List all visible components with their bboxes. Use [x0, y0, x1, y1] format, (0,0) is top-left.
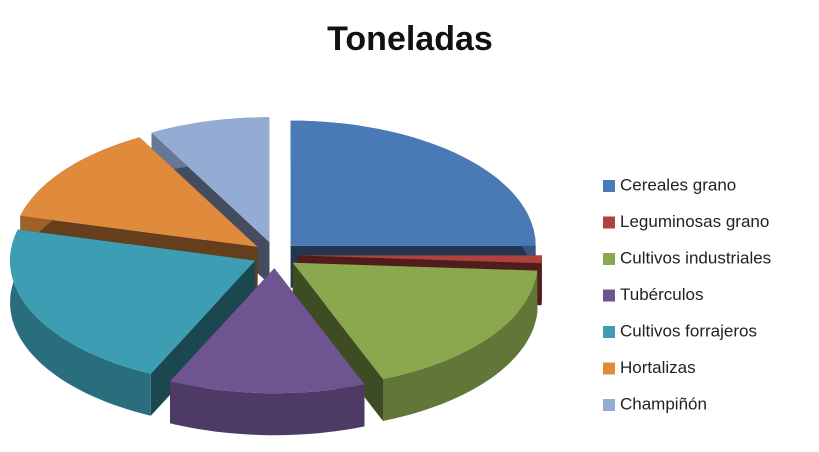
legend-swatch — [603, 289, 615, 302]
legend-label: Hortalizas — [620, 358, 696, 377]
legend-swatch — [603, 326, 615, 338]
slice-side — [170, 381, 365, 436]
legend-swatch — [603, 399, 615, 411]
legend-label: Cereales grano — [620, 175, 736, 194]
legend-swatch — [603, 180, 615, 192]
slice-top — [10, 229, 256, 374]
legend-swatch — [603, 216, 615, 229]
legend-label: Cultivos forrajeros — [620, 321, 757, 340]
slice — [292, 262, 538, 421]
legend-label: Cultivos industriales — [620, 248, 771, 267]
legend-label: Champiñón — [620, 394, 707, 413]
slice-top — [151, 117, 270, 243]
legend-label: Leguminosas grano — [620, 212, 769, 231]
slice-top — [20, 137, 258, 247]
legend-label: Tubérculos — [620, 285, 703, 304]
slice-side — [541, 255, 542, 306]
chart-title: Toneladas — [327, 20, 493, 58]
legend-swatch — [603, 362, 615, 375]
slice-side — [383, 270, 538, 421]
legend-swatch — [603, 253, 615, 265]
slice-top — [297, 255, 542, 264]
slice-top — [292, 262, 538, 379]
slice — [170, 268, 365, 436]
slice-side — [10, 229, 151, 416]
slice-top — [170, 268, 365, 394]
slice-top — [290, 120, 536, 246]
